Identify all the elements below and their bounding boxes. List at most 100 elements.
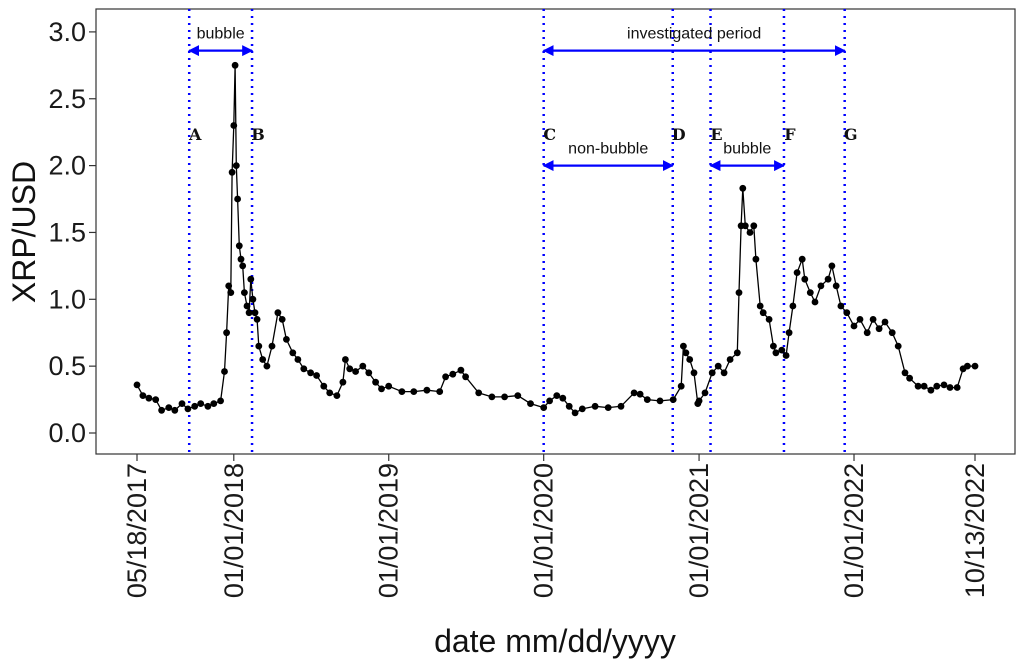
price-point [488,393,496,401]
price-point [837,302,845,310]
price-point [953,384,961,391]
price-point [906,374,913,382]
price-point [230,122,238,129]
price-point [227,289,235,296]
boundary-label-a: A [188,125,202,144]
price-point [514,392,522,399]
price-point [241,289,248,296]
price-point [677,382,685,390]
price-point [152,396,160,403]
price-point [239,262,247,270]
price-point [245,309,253,317]
price-point [249,295,257,303]
price-point [378,385,385,393]
price-point [259,356,267,363]
price-point [326,389,334,397]
price-point [735,289,743,296]
boundary-label-b: B [251,125,265,144]
price-point [546,397,553,405]
y-tick-label: 0.0 [48,418,86,448]
price-point [682,349,690,357]
x-tick-label: 05/18/2017 [122,463,152,598]
price-point [372,378,379,386]
price-point [342,356,349,363]
price-point [789,302,797,310]
price-point [571,409,579,417]
boundary-label-d: D [672,125,686,144]
price-point [714,362,722,370]
price-point [333,392,341,399]
price-point [217,397,225,405]
price-point [352,368,359,375]
price-point [289,349,297,357]
price-point [927,386,935,394]
price-point [720,369,728,377]
plot-frame [95,8,1016,455]
y-tick-label: 0.5 [48,351,86,381]
price-point [726,356,734,363]
price-point [770,342,777,350]
y-tick-label: 2.0 [48,151,86,181]
price-point [462,373,469,381]
price-point [739,184,747,192]
price-point [204,402,212,410]
price-point [320,382,328,390]
y-tick-label: 2.5 [48,84,86,114]
price-point [741,222,749,230]
price-point [701,389,709,397]
price-point [946,384,954,391]
price-point [869,316,877,323]
price-point [237,255,245,263]
price-point [346,365,354,373]
price-point [901,369,909,377]
price-point [578,405,586,413]
price-point [940,381,948,389]
price-point [423,386,431,394]
price-point [894,342,902,350]
price-point [752,255,760,263]
plot-border [95,8,1016,455]
price-point [313,372,320,379]
y-axis-title: XRP/USD [6,161,42,303]
price-point [359,362,367,370]
price-point [133,381,141,389]
price-point [139,392,147,399]
price-point [798,255,806,263]
x-tick-label: 01/01/2020 [529,463,559,598]
price-point [247,275,255,283]
price-point [278,316,286,323]
boundary-label-e: E [710,125,722,144]
price-point [811,298,819,306]
price-point [436,388,444,395]
price-point [817,282,825,290]
price-point [733,349,741,357]
price-point [184,405,192,413]
price-point [234,195,242,203]
boundary-label-f: F [784,125,796,144]
y-tick-label: 1.5 [48,217,86,247]
y-tick-label: 1.0 [48,284,86,314]
price-point [778,346,786,354]
price-point [559,394,567,402]
price-point [221,368,228,375]
price-point [856,316,864,323]
price-point [669,396,677,403]
price-point [617,402,625,410]
price-point [591,402,599,410]
price-point [964,362,971,370]
price-point [158,406,166,414]
price-point [756,302,764,310]
price-point [365,369,373,377]
y-tick-label: 3.0 [48,17,86,47]
price-point [449,370,457,378]
price-point [307,369,314,377]
price-point [274,309,282,317]
price-point [759,309,767,317]
price-point [875,325,883,333]
x-axis-title: date mm/dd/yyyy [434,623,676,659]
price-point [385,382,393,390]
price-point [690,369,698,377]
price-point [294,356,302,363]
price-point [708,369,716,377]
